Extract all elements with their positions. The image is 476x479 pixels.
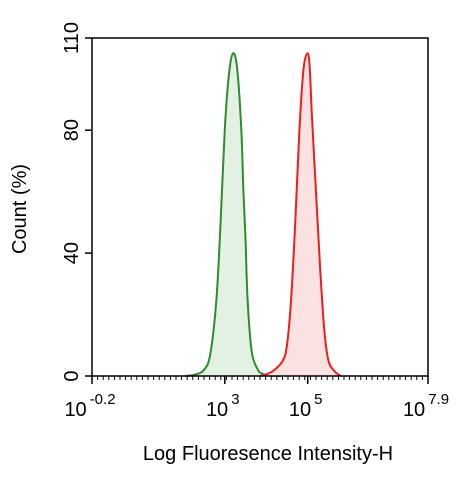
y-axis-label: Count (%) [9,164,31,254]
x-tick-exponent: 7.9 [428,391,449,408]
y-tick-label: 80 [61,119,83,141]
x-tick-label: 10 -0.2 [64,391,115,421]
y-axis: 0 40 80 110 [61,22,92,382]
x-tick-base: 10 [64,399,86,421]
series-layer [185,52,342,377]
series-1-line [185,52,281,377]
x-tick-label: 10 7.9 [403,391,449,421]
x-tick-exponent: -0.2 [90,391,116,408]
series-1-area [185,53,281,377]
x-tick-base: 10 [289,399,311,421]
x-axis: 10 -0.2 10 3 10 5 10 7.9 [64,376,449,421]
series-2-line [259,52,342,377]
y-tick-label: 0 [61,370,83,381]
x-tick-label: 10 5 [289,391,323,421]
x-tick-label: 10 3 [206,391,240,421]
series-2-area [260,53,341,377]
y-tick-label: 40 [61,242,83,264]
x-tick-exponent: 5 [314,391,322,408]
x-tick-exponent: 3 [231,391,239,408]
plot-frame [91,37,429,377]
x-tick-base: 10 [403,399,425,421]
x-tick-base: 10 [206,399,228,421]
x-axis-label: Log Fluoresence Intensity-H [143,443,393,465]
y-tick-label: 110 [61,22,83,54]
